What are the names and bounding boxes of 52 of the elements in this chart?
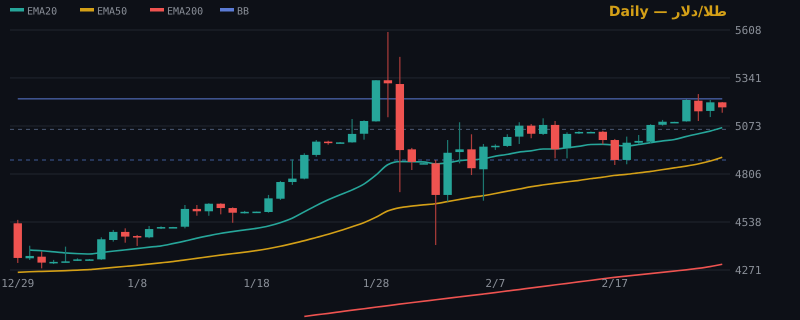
y-tick-label: 5073 xyxy=(735,120,762,133)
candlestick xyxy=(527,123,536,139)
candlestick xyxy=(121,228,130,244)
candlestick xyxy=(562,132,572,159)
candlestick xyxy=(610,138,619,166)
line-series xyxy=(16,156,724,274)
candlestick xyxy=(622,136,631,165)
candlestick xyxy=(718,101,726,114)
candlestick xyxy=(503,134,512,148)
legend-label: EMA50 xyxy=(97,6,128,18)
y-tick-label: 4806 xyxy=(735,168,762,181)
x-tick-label: 2/7 xyxy=(485,277,506,290)
line-series xyxy=(304,263,724,318)
candlestick xyxy=(180,204,190,229)
candlestick xyxy=(384,31,392,118)
y-tick-label: 4271 xyxy=(735,264,762,277)
y-tick-label: 5608 xyxy=(735,24,762,37)
candlestick xyxy=(360,120,368,140)
y-tick-label: 5341 xyxy=(735,72,762,85)
candlestick xyxy=(598,130,608,145)
candlestick xyxy=(408,147,416,171)
candlestick xyxy=(216,202,225,215)
candlestick xyxy=(37,251,46,269)
chart-title: Daily — طلا/دلار xyxy=(608,4,727,20)
candlestick xyxy=(204,202,213,216)
candlestick xyxy=(300,152,309,180)
candlestick xyxy=(264,194,273,214)
candlestick xyxy=(348,118,356,144)
x-tick-label: 2/17 xyxy=(602,277,628,290)
legend-label: BB xyxy=(237,6,250,18)
candlestick xyxy=(467,134,476,176)
candlestick xyxy=(538,118,548,136)
x-tick-label: 1/8 xyxy=(127,277,148,290)
candlestick xyxy=(479,143,488,202)
candlestick xyxy=(515,122,524,145)
candlestick xyxy=(144,225,154,239)
x-tick-label: 1/28 xyxy=(362,277,390,290)
legend-label: EMA200 xyxy=(167,6,204,18)
x-tick-label: 12/29 xyxy=(1,277,34,290)
candlestick xyxy=(132,234,142,247)
candlestick xyxy=(228,206,237,224)
y-tick-label: 4538 xyxy=(735,216,762,229)
candlestick xyxy=(706,99,714,118)
candlestick xyxy=(312,139,320,158)
candlestick xyxy=(288,158,297,186)
candlestick xyxy=(694,93,703,122)
candlestick xyxy=(109,229,118,242)
candlestick xyxy=(192,204,202,216)
legend-label: EMA20 xyxy=(27,6,58,18)
candlestick xyxy=(682,98,691,122)
x-tick-label: 1/18 xyxy=(243,277,270,290)
candlestick xyxy=(276,180,285,201)
